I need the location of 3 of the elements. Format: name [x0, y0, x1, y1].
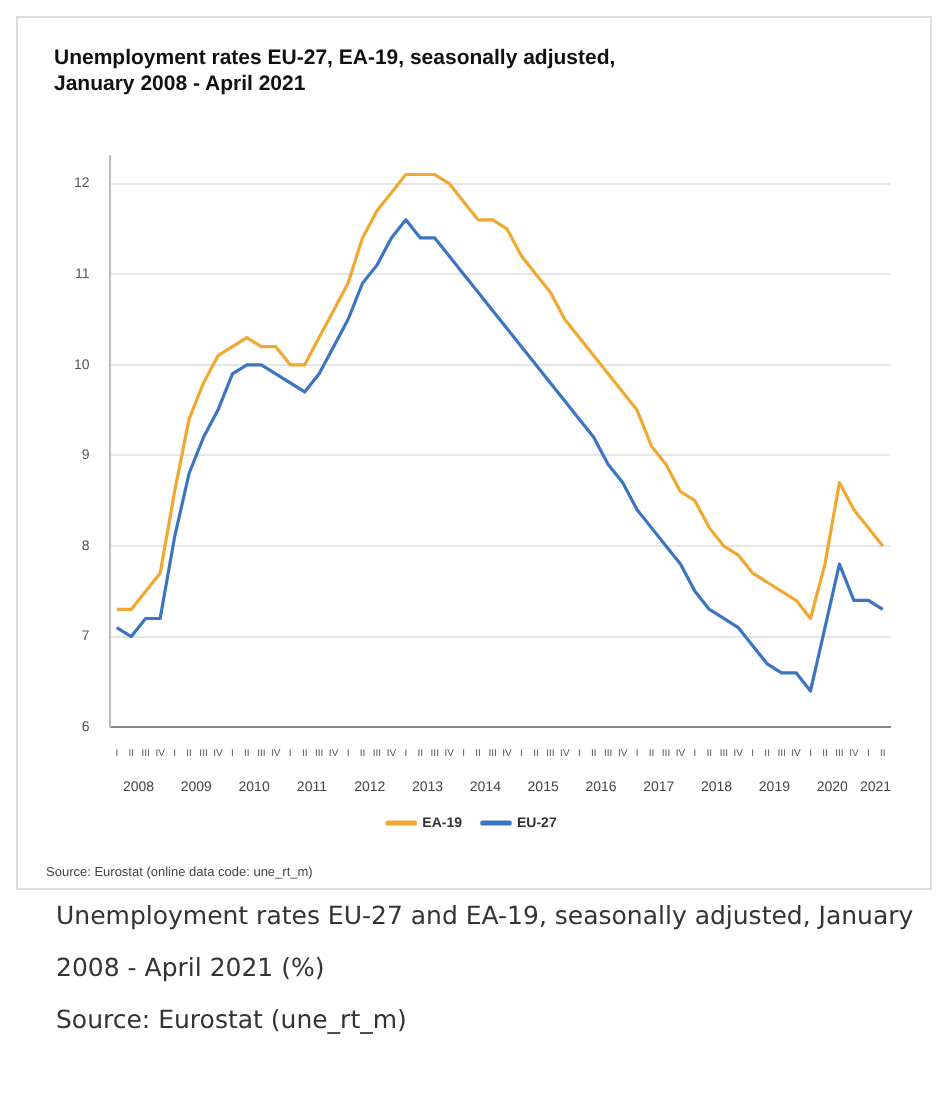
source-note: Source: Eurostat (une_rt_m) [54, 1002, 409, 1038]
text: Unemployment rates EU-27 and EA-19, seasonally adjusted, January 2008 - April 2021 (%) [54, 898, 916, 986]
chart-title: Unemployment rates EU-27, EA-19, seasonally adjusted, January 2008 - April 2021 [54, 46, 616, 96]
